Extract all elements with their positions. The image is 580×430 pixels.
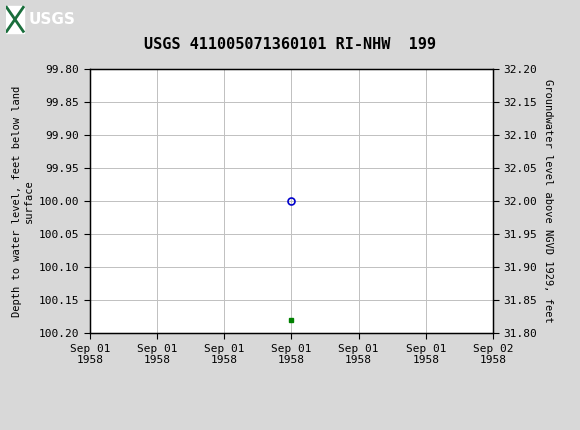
Text: USGS 411005071360101 RI-NHW  199: USGS 411005071360101 RI-NHW 199 xyxy=(144,37,436,52)
Text: USGS: USGS xyxy=(28,12,75,27)
Y-axis label: Groundwater level above NGVD 1929, feet: Groundwater level above NGVD 1929, feet xyxy=(543,79,553,323)
Y-axis label: Depth to water level, feet below land
surface: Depth to water level, feet below land su… xyxy=(12,86,34,316)
